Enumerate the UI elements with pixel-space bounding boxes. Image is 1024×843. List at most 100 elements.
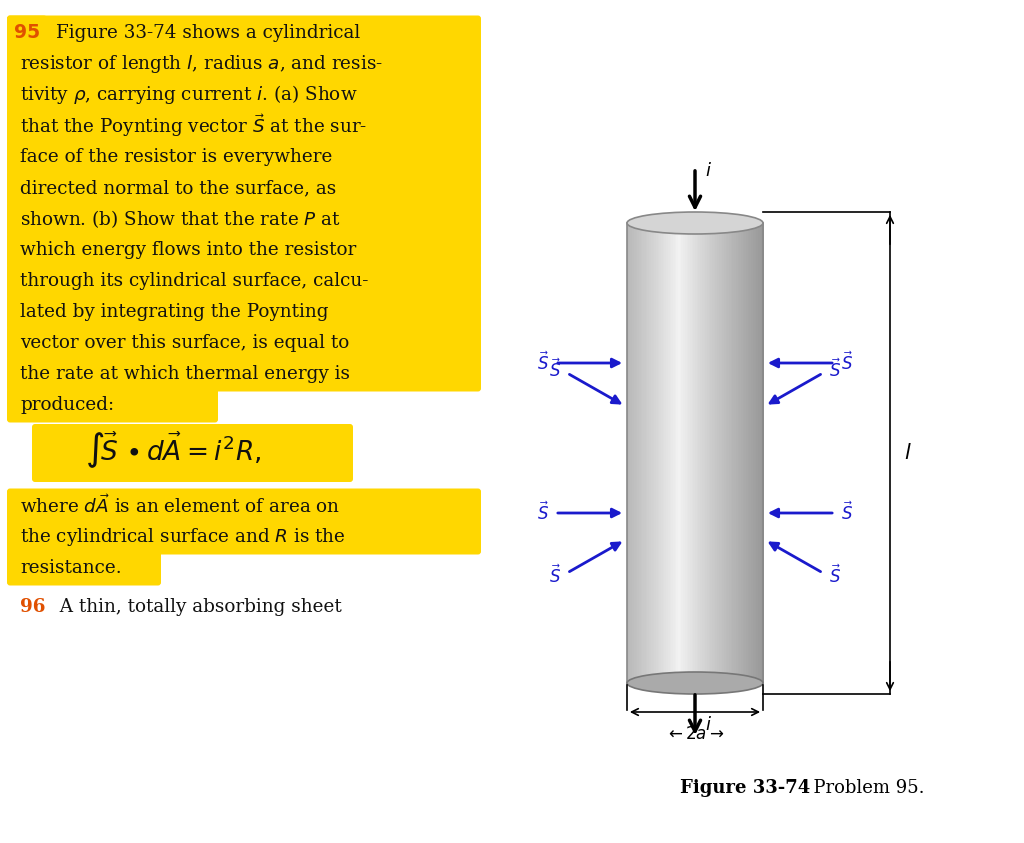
Bar <box>753 223 755 683</box>
Text: produced:: produced: <box>20 396 114 414</box>
Text: tivity $\rho$, carrying current $i$. (a) Show: tivity $\rho$, carrying current $i$. (a)… <box>20 83 357 106</box>
Bar <box>736 223 738 683</box>
Text: $\vec{S}$: $\vec{S}$ <box>829 565 841 588</box>
Bar <box>680 223 682 683</box>
Text: that the Poynting vector $\vec{S}$ at the sur-: that the Poynting vector $\vec{S}$ at th… <box>20 113 368 139</box>
Bar <box>744 223 746 683</box>
Bar <box>627 223 629 683</box>
Text: $l$: $l$ <box>904 443 911 463</box>
Bar <box>734 223 736 683</box>
FancyBboxPatch shape <box>7 264 481 298</box>
Bar <box>731 223 733 683</box>
Bar <box>703 223 706 683</box>
Bar <box>632 223 634 683</box>
Bar <box>652 223 654 683</box>
Text: directed normal to the surface, as: directed normal to the surface, as <box>20 179 336 197</box>
Ellipse shape <box>627 212 763 234</box>
Text: the cylindrical surface and $R$ is the: the cylindrical surface and $R$ is the <box>20 526 346 548</box>
Bar <box>760 223 762 683</box>
Bar <box>711 223 713 683</box>
FancyBboxPatch shape <box>7 325 481 361</box>
Bar <box>732 223 734 683</box>
Text: $\leftarrow 2a \rightarrow$: $\leftarrow 2a \rightarrow$ <box>666 726 725 743</box>
Text: $\vec{S}$: $\vec{S}$ <box>549 359 561 381</box>
Text: $\vec{S}$: $\vec{S}$ <box>549 565 561 588</box>
Bar <box>671 223 674 683</box>
Bar <box>673 223 675 683</box>
Bar <box>637 223 639 683</box>
Bar <box>696 223 699 683</box>
FancyBboxPatch shape <box>7 488 481 524</box>
Bar <box>706 223 708 683</box>
Bar <box>741 223 743 683</box>
Bar <box>709 223 711 683</box>
Bar <box>676 223 679 683</box>
Text: resistor of length $l$, radius $a$, and resis-: resistor of length $l$, radius $a$, and … <box>20 53 383 75</box>
Bar <box>649 223 651 683</box>
Bar <box>647 223 649 683</box>
Bar <box>727 223 729 683</box>
Bar <box>651 223 653 683</box>
Ellipse shape <box>627 672 763 694</box>
Text: 96: 96 <box>20 598 45 616</box>
FancyBboxPatch shape <box>7 357 481 391</box>
Bar <box>636 223 638 683</box>
Bar <box>659 223 662 683</box>
Bar <box>742 223 744 683</box>
FancyBboxPatch shape <box>7 109 481 143</box>
Bar <box>654 223 656 683</box>
Bar <box>642 223 644 683</box>
Bar <box>737 223 739 683</box>
FancyBboxPatch shape <box>7 15 47 51</box>
Bar <box>666 223 669 683</box>
Text: $\vec{S}$: $\vec{S}$ <box>537 352 549 374</box>
Bar <box>719 223 721 683</box>
Bar <box>634 223 636 683</box>
Bar <box>712 223 714 683</box>
Bar <box>686 223 689 683</box>
Bar <box>724 223 726 683</box>
Bar <box>700 223 702 683</box>
FancyBboxPatch shape <box>7 201 481 237</box>
Text: lated by integrating the Poynting: lated by integrating the Poynting <box>20 303 329 321</box>
Bar <box>665 223 667 683</box>
Bar <box>756 223 759 683</box>
FancyBboxPatch shape <box>32 424 353 482</box>
Text: vector over this surface, is equal to: vector over this surface, is equal to <box>20 334 349 352</box>
Bar <box>729 223 731 683</box>
Bar <box>688 223 690 683</box>
FancyBboxPatch shape <box>7 78 481 112</box>
Text: Figure 33-74: Figure 33-74 <box>680 779 810 797</box>
Bar <box>761 223 764 683</box>
Bar <box>701 223 705 683</box>
Bar <box>675 223 677 683</box>
Text: Problem 95.: Problem 95. <box>802 779 925 797</box>
FancyBboxPatch shape <box>7 139 481 175</box>
FancyBboxPatch shape <box>7 294 481 330</box>
Bar <box>698 223 700 683</box>
FancyBboxPatch shape <box>7 388 218 422</box>
Bar <box>746 223 749 683</box>
Text: $\int\!\vec{S}\ {\bullet}\,d\vec{A} = i^2R,$: $\int\!\vec{S}\ {\bullet}\,d\vec{A} = i^… <box>85 431 261 471</box>
Text: resistance.: resistance. <box>20 559 122 577</box>
Bar <box>755 223 757 683</box>
Text: $\vec{S}$: $\vec{S}$ <box>841 502 853 524</box>
FancyBboxPatch shape <box>7 170 481 206</box>
Bar <box>690 223 692 683</box>
Bar <box>629 223 631 683</box>
Bar <box>716 223 718 683</box>
Bar <box>670 223 672 683</box>
Bar <box>646 223 648 683</box>
Text: $\vec{S}$: $\vec{S}$ <box>537 502 549 524</box>
Text: face of the resistor is everywhere: face of the resistor is everywhere <box>20 148 333 166</box>
Text: $i$: $i$ <box>705 716 712 734</box>
Bar <box>750 223 752 683</box>
Bar <box>656 223 658 683</box>
Bar <box>693 223 695 683</box>
Text: 95: 95 <box>14 24 40 42</box>
Bar <box>641 223 643 683</box>
Bar <box>631 223 633 683</box>
Bar <box>726 223 728 683</box>
Text: $\vec{S}$: $\vec{S}$ <box>829 359 841 381</box>
Text: through its cylindrical surface, calcu-: through its cylindrical surface, calcu- <box>20 272 369 290</box>
